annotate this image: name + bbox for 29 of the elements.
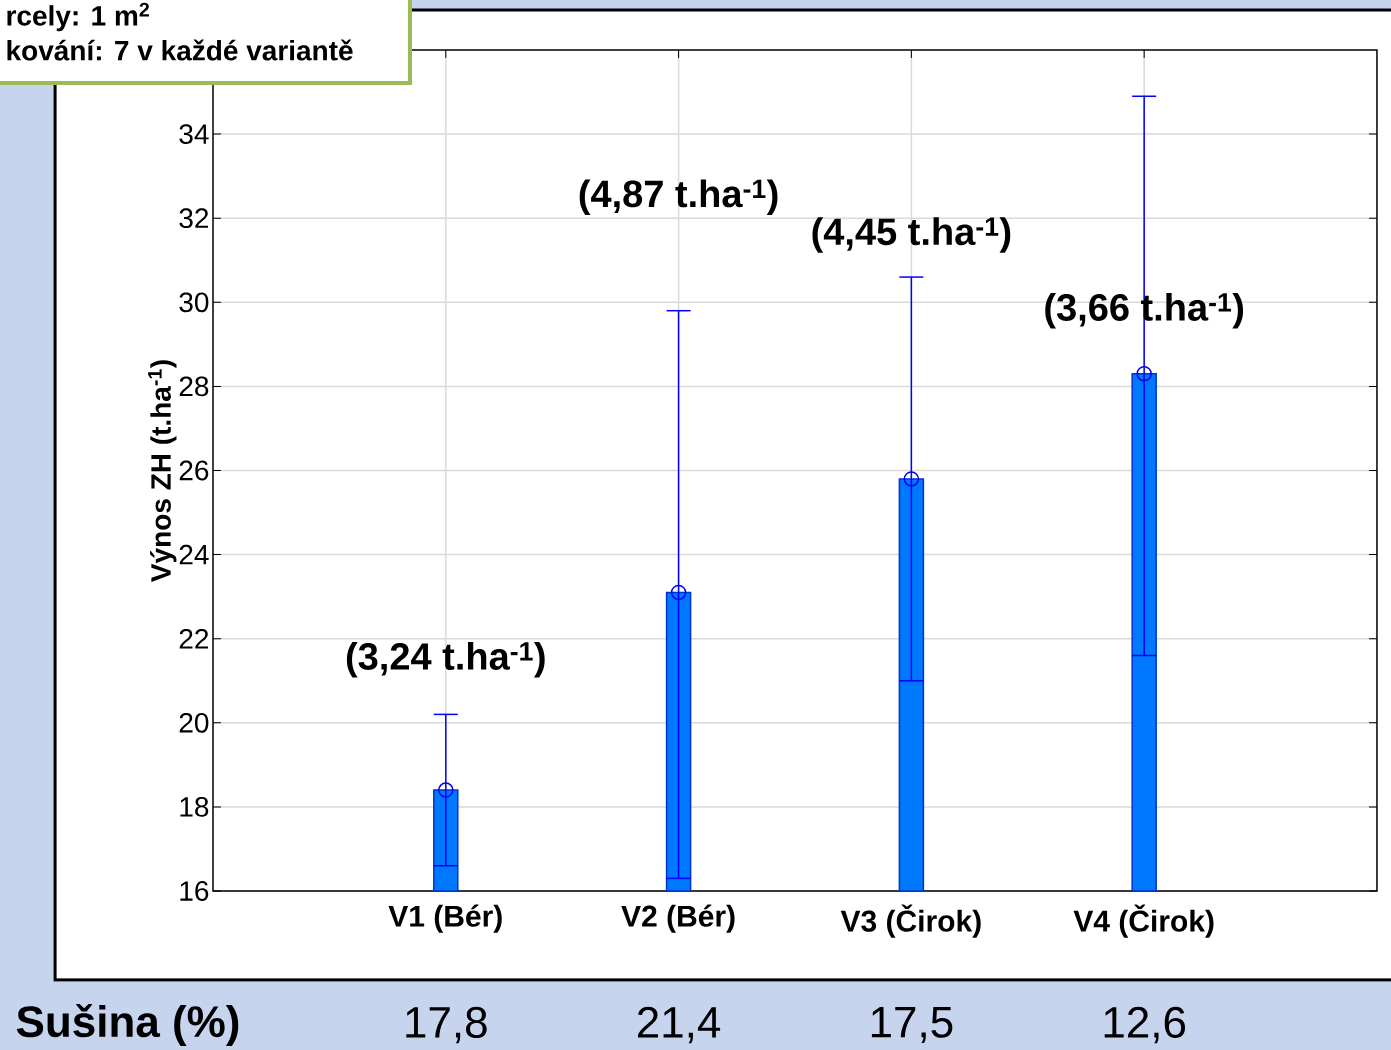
y-tick-label: 34 <box>179 124 209 144</box>
annotation: (3,24 t.ha$^{-1}$) <box>346 642 545 678</box>
x-tick-label: V1 (Bér) <box>388 904 502 933</box>
point <box>1136 366 1152 382</box>
y-tick-label: 28 <box>179 376 209 397</box>
text: 17,8 <box>406 1006 487 1044</box>
annotation: (4,45 t.ha$^{-1}$) <box>812 217 1011 253</box>
y-tick-label: 32 <box>179 208 209 229</box>
x-tick-label: V2 (Bér) <box>621 904 735 933</box>
annotation: kování: 7 v každé variantě <box>7 39 353 61</box>
y-tick-label: 26 <box>179 460 209 481</box>
y-tick-label: 16 <box>180 881 209 901</box>
x-tick-label: V3 (Čirok) <box>840 904 981 938</box>
text: 21,4 <box>637 1006 721 1044</box>
y-tick-label: 18 <box>180 797 209 817</box>
text: Sušina (%) <box>16 1004 239 1046</box>
y-axis-title: Výnos ZH (t.ha$^{-1}$) <box>148 360 177 582</box>
annotation: (4,87 t.ha$^{-1}$) <box>579 179 778 215</box>
text: 12,6 <box>1104 1006 1186 1044</box>
y-tick-label: 24 <box>179 544 209 565</box>
text: 17,5 <box>871 1007 953 1043</box>
point <box>903 471 920 487</box>
y-tick-label: 22 <box>179 628 209 649</box>
point <box>438 782 454 798</box>
point <box>670 584 687 601</box>
x-tick-label: V4 (Čirok) <box>1073 904 1214 938</box>
text: rcely: 1 m$^{2}$ <box>7 2 149 32</box>
y-tick-label: 20 <box>179 712 209 733</box>
y-tick-label: 30 <box>179 292 209 313</box>
